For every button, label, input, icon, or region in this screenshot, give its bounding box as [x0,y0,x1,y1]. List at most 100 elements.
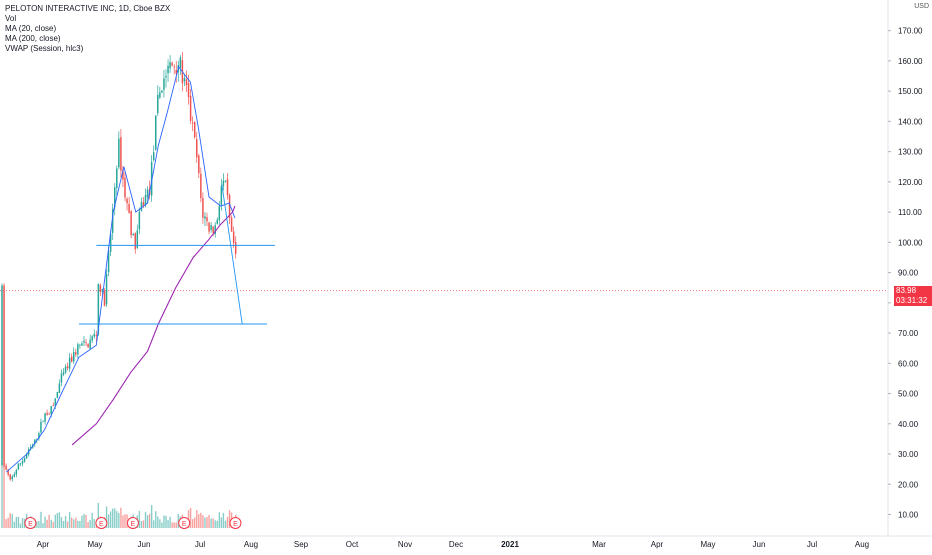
earnings-marker-label: E [131,521,136,528]
volume-bar [175,522,177,528]
volume-bar [48,514,50,528]
candle-body [124,177,126,198]
candle-body [198,155,200,174]
volume-bar [212,518,214,528]
candle-body [216,219,218,224]
candle-body [21,461,24,464]
legend-ma200[interactable]: MA (200, close) [5,34,61,43]
candle-body [83,340,85,343]
candle-body [157,94,159,114]
candle-body [103,290,106,306]
earnings-marker [229,517,242,529]
chart-legend: PELOTON INTERACTIVE INC, 1D, Cboe BZX Vo… [5,4,170,54]
earnings-marker [95,517,108,529]
candle-body [230,217,233,232]
volume-bar [161,522,163,528]
candle-body [122,169,124,180]
candle-body [81,343,83,346]
volume-bar [62,521,65,528]
candle-body [161,90,163,93]
volume-bar [216,520,218,528]
legend-symbol-title[interactable]: PELOTON INTERACTIVE INC, 1D, Cboe BZX [5,4,171,13]
y-tick-label: 70.00 [898,329,919,338]
volume-bar [140,520,143,528]
volume-bar [171,522,173,528]
candle-body [109,233,112,252]
y-tick-label: 140.00 [898,117,923,126]
volume-bar [194,517,196,528]
last-price-tag: 83.98 03:31:32 [894,285,932,306]
candle-body [152,152,155,161]
candle-body [118,138,120,168]
volume-bar [73,519,75,528]
volume-bar [17,516,20,528]
candle-body [142,201,145,207]
x-tick-label: Aug [855,540,869,549]
volume-bar [138,510,141,528]
volume-bar [148,513,151,528]
candle-body [136,230,139,248]
x-tick-label: Nov [398,540,412,549]
candle-body [140,202,143,211]
y-tick-label: 20.00 [898,480,919,489]
candle-body [191,122,194,124]
candle-body [128,203,130,213]
volume-bar [54,514,56,528]
candle-body [54,398,57,406]
volume-bar [44,516,46,528]
candle-body [167,65,169,74]
volume-bar [116,511,118,528]
candle-body [189,95,192,121]
y-tick-label: 50.00 [898,390,919,399]
candle-body [114,187,116,208]
candle-body [200,173,202,199]
ma20-line [5,65,236,473]
candle-body [116,168,118,189]
candle-body [226,179,229,196]
candle-body [40,421,42,433]
volume-bar [142,520,145,528]
earnings-marker-label: E [182,521,187,528]
volume-bar [200,512,202,528]
x-tick-label: Dec [449,540,463,549]
x-tick-label: Apr [651,540,664,549]
candle-body [206,217,208,222]
legend-ma20[interactable]: MA (20, close) [5,24,57,33]
volume-bar [157,516,159,528]
candle-body [120,137,122,171]
candle-body [171,62,173,66]
volume-bar [75,517,77,528]
x-tick-label: Aug [244,540,258,549]
volume-bar [58,512,61,528]
volume-bar [13,521,15,528]
volume-bar [189,507,192,528]
volume-bar [226,516,229,528]
x-tick-label: Jul [195,540,205,549]
candle-body [34,439,36,445]
legend-vol[interactable]: Vol [5,14,17,23]
volume-bar [165,515,167,528]
candle-body [58,383,61,393]
volume-bar [9,513,11,528]
candle-body [5,465,7,470]
legend-vwap[interactable]: VWAP (Session, hlc3) [5,44,84,53]
x-tick-label: Apr [37,540,50,549]
earnings-marker-label: E [28,521,33,528]
candle-body [7,469,9,475]
volume-bar [177,514,179,528]
currency-label[interactable]: USD [914,3,929,10]
volume-bar [15,517,18,528]
volume-bar [36,521,38,528]
candle-body [89,339,91,349]
volume-bar [7,517,9,528]
candle-body [60,373,63,383]
volume-bar [46,519,48,528]
candle-body [146,189,149,198]
candle-body [13,474,16,477]
volume-bar [196,510,198,528]
volume-bar [228,510,231,528]
candle-body [79,344,81,346]
candle-body [56,392,59,398]
